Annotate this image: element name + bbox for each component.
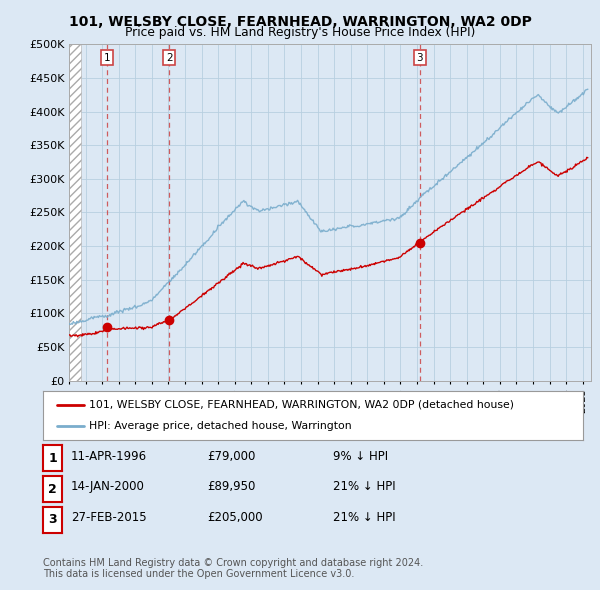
Text: 2: 2 xyxy=(166,53,172,63)
Text: Contains HM Land Registry data © Crown copyright and database right 2024.: Contains HM Land Registry data © Crown c… xyxy=(43,558,424,568)
Text: 3: 3 xyxy=(49,513,57,526)
Text: 3: 3 xyxy=(416,53,423,63)
Text: 2: 2 xyxy=(49,483,57,496)
Text: 27-FEB-2015: 27-FEB-2015 xyxy=(71,511,146,524)
Text: 1: 1 xyxy=(49,452,57,465)
Polygon shape xyxy=(69,44,80,381)
Text: HPI: Average price, detached house, Warrington: HPI: Average price, detached house, Warr… xyxy=(89,421,352,431)
Text: 1: 1 xyxy=(103,53,110,63)
Text: 9% ↓ HPI: 9% ↓ HPI xyxy=(333,450,388,463)
Text: £79,000: £79,000 xyxy=(207,450,256,463)
Text: 11-APR-1996: 11-APR-1996 xyxy=(71,450,147,463)
Text: This data is licensed under the Open Government Licence v3.0.: This data is licensed under the Open Gov… xyxy=(43,569,355,579)
Text: £89,950: £89,950 xyxy=(207,480,256,493)
Text: 101, WELSBY CLOSE, FEARNHEAD, WARRINGTON, WA2 0DP (detached house): 101, WELSBY CLOSE, FEARNHEAD, WARRINGTON… xyxy=(89,399,514,409)
Text: 101, WELSBY CLOSE, FEARNHEAD, WARRINGTON, WA2 0DP: 101, WELSBY CLOSE, FEARNHEAD, WARRINGTON… xyxy=(68,15,532,29)
Text: 21% ↓ HPI: 21% ↓ HPI xyxy=(333,511,395,524)
Text: 14-JAN-2000: 14-JAN-2000 xyxy=(71,480,145,493)
Text: Price paid vs. HM Land Registry's House Price Index (HPI): Price paid vs. HM Land Registry's House … xyxy=(125,26,475,39)
Text: £205,000: £205,000 xyxy=(207,511,263,524)
Text: 21% ↓ HPI: 21% ↓ HPI xyxy=(333,480,395,493)
